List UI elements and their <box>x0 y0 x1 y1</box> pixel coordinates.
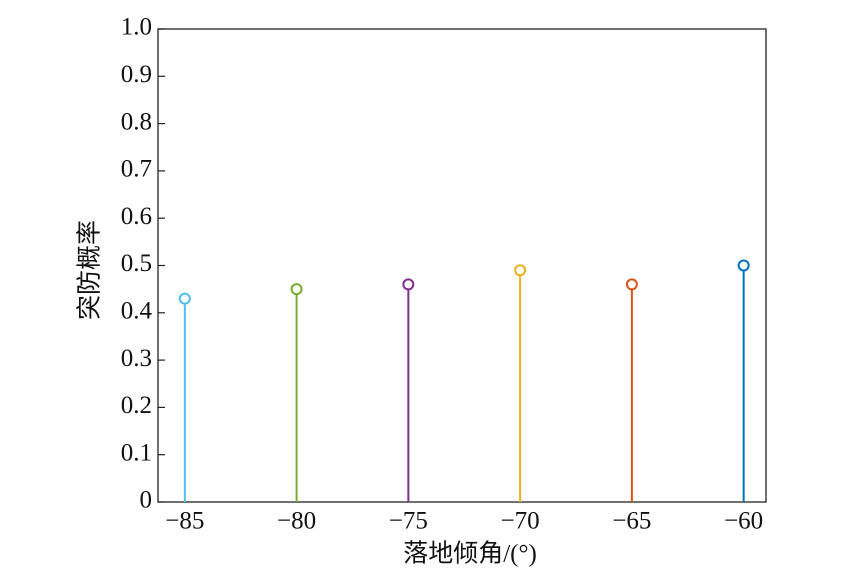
stem-marker <box>737 259 750 272</box>
y-tick-label: 0.1 <box>121 439 152 466</box>
x-tick-label: −75 <box>389 508 428 535</box>
x-tick-label: −65 <box>612 508 651 535</box>
y-axis-label: 突防概率 <box>76 220 104 320</box>
x-tick-label: −85 <box>165 508 204 535</box>
stem-marker <box>625 278 638 291</box>
y-tick-label: 0.7 <box>121 156 152 183</box>
y-tick-label: 0.6 <box>121 203 152 230</box>
stem-marker <box>402 278 415 291</box>
y-tick-label: 0.4 <box>121 298 153 325</box>
y-tick-label: 0.5 <box>121 250 152 277</box>
y-tick-label: 0 <box>140 487 153 514</box>
x-tick-label: −60 <box>724 508 763 535</box>
plot-frame <box>157 28 767 503</box>
y-tick-label: 0.2 <box>121 392 152 419</box>
y-tick-label: 0.9 <box>121 61 152 88</box>
stem-marker <box>290 283 303 296</box>
x-axis-label: 落地倾角/(°) <box>403 540 537 568</box>
stem-marker <box>178 292 191 305</box>
x-tick-label: −70 <box>501 508 540 535</box>
y-tick-label: 1.0 <box>121 14 152 41</box>
y-tick-label: 0.8 <box>121 108 152 135</box>
y-tick-label: 0.3 <box>121 345 152 372</box>
x-tick-label: −80 <box>277 508 316 535</box>
stem-marker <box>514 264 527 277</box>
